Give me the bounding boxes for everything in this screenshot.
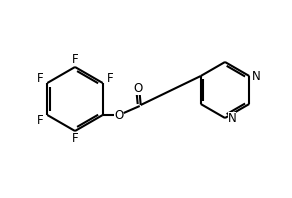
Text: O: O (114, 109, 123, 122)
Text: F: F (37, 71, 44, 85)
Text: N: N (252, 69, 261, 83)
Text: N: N (228, 111, 237, 125)
Text: F: F (106, 71, 113, 85)
Text: F: F (72, 132, 78, 146)
Text: F: F (72, 52, 78, 66)
Text: F: F (37, 113, 44, 127)
Text: O: O (133, 82, 142, 94)
